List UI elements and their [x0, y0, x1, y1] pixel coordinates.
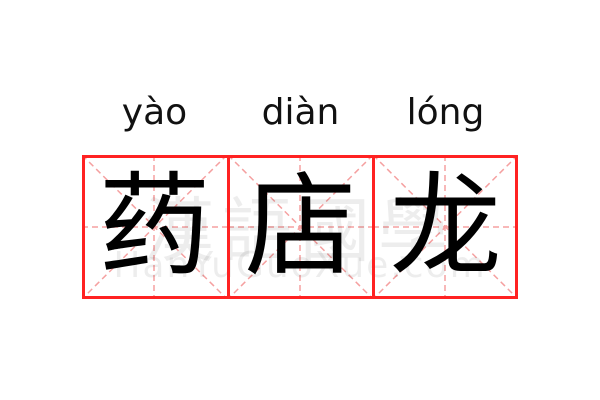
pinyin-2: diàn: [261, 92, 340, 133]
grid-cell-3: [373, 155, 518, 299]
hanzi-1: 药: [98, 162, 211, 292]
guide-lines: [228, 155, 373, 299]
guide-lines: [82, 155, 227, 299]
hanzi-2: 店: [244, 162, 357, 292]
grid-divider: [227, 155, 230, 299]
grid-cell-1: [82, 155, 227, 299]
pinyin-1: yào: [121, 92, 188, 133]
grid-cell-2: [228, 155, 373, 299]
guide-lines: [373, 155, 518, 299]
grid-divider: [372, 155, 375, 299]
pinyin-3: lóng: [406, 92, 485, 133]
hanzi-3: 龙: [389, 162, 502, 292]
